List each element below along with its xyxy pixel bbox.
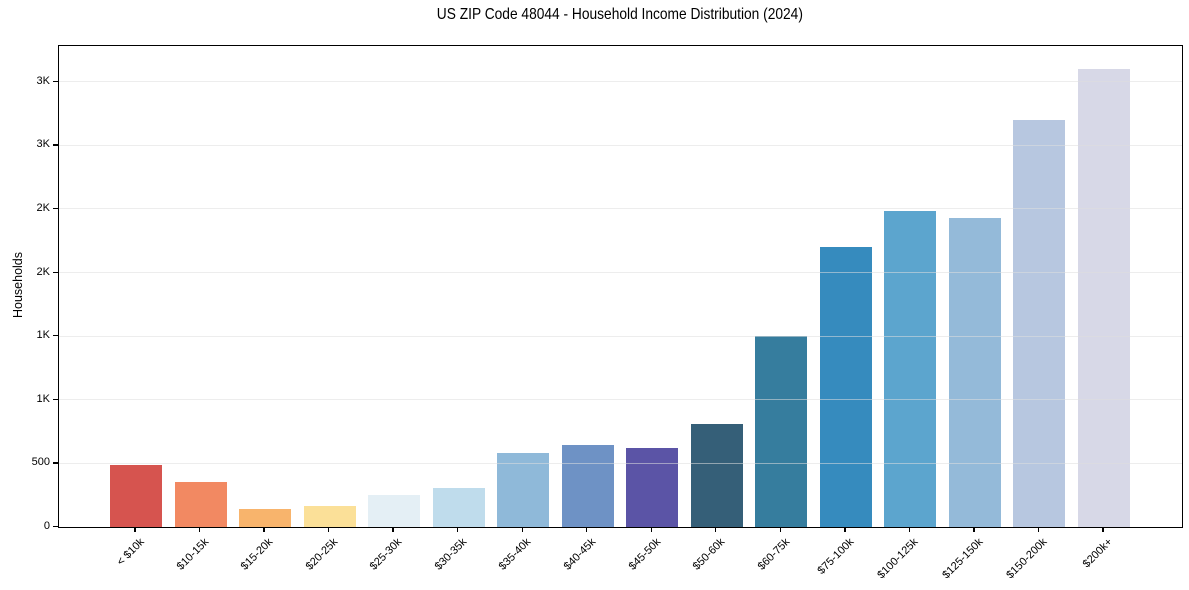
gridline — [59, 399, 1182, 401]
x-tick-mark — [650, 527, 652, 533]
bar-$200k+ — [1077, 68, 1130, 527]
bar-$15-20k — [239, 509, 292, 527]
x-tick-label: $200k+ — [1080, 536, 1115, 571]
y-tick-label: 3K — [36, 138, 50, 151]
gridline — [59, 81, 1182, 83]
bar-$10-15k — [174, 481, 227, 527]
x-tick-mark — [198, 527, 201, 533]
y-tick-mark — [53, 462, 58, 464]
x-tick-mark — [779, 527, 781, 533]
x-tick-mark — [392, 527, 394, 533]
gridline — [59, 462, 1182, 464]
x-tick-label: $125-150k — [940, 536, 986, 582]
x-tick-label: $10-15k — [174, 536, 212, 573]
bar-$25-30k — [368, 494, 421, 527]
y-axis-label: Households — [11, 252, 25, 319]
x-tick-mark — [134, 527, 136, 533]
gridline — [59, 272, 1182, 273]
x-tick-label: $30-35k — [432, 536, 470, 573]
bars-container — [110, 46, 1130, 527]
bar-$20-25k — [303, 506, 356, 527]
x-tick-mark — [327, 527, 330, 533]
bar-$100-125k — [884, 211, 937, 527]
y-tick-mark — [53, 526, 58, 528]
bar-$30-35k — [432, 487, 485, 527]
bar-$35-40k — [497, 453, 550, 527]
y-tick-label: 3K — [36, 74, 50, 87]
x-tick-mark — [715, 527, 717, 533]
plot-area — [58, 45, 1183, 528]
bar-$125-150k — [948, 217, 1001, 527]
gridline — [59, 335, 1182, 337]
chart-title-text: US ZIP Code 48044 - Household Income Dis… — [436, 6, 803, 23]
y-tick-label: 1K — [36, 329, 50, 342]
bar-$75-100k — [819, 247, 872, 527]
y-tick-label: 500 — [31, 456, 50, 469]
x-tick-mark — [908, 527, 911, 533]
y-tick-mark — [53, 80, 58, 82]
x-tick-label: $60-75k — [755, 536, 792, 573]
x-tick-label: $35-40k — [497, 536, 534, 573]
y-tick-label: 2K — [36, 265, 50, 278]
x-tick-label: $45-50k — [626, 536, 663, 573]
y-tick-mark — [53, 207, 58, 210]
x-tick-label: $25-30k — [368, 536, 405, 573]
x-tick-mark — [521, 527, 523, 533]
x-tick-mark — [1037, 527, 1040, 533]
x-tick-label: $100-125k — [875, 536, 921, 582]
x-tick-mark — [457, 527, 459, 533]
bar-$45-50k — [626, 448, 679, 527]
x-tick-mark — [263, 527, 265, 533]
x-tick-mark — [586, 527, 588, 533]
y-tick-mark — [53, 335, 58, 337]
x-tick-label: $150-200k — [1004, 536, 1050, 582]
x-tick-label: < $10k — [114, 536, 147, 569]
bar-< $10k — [110, 464, 162, 527]
x-tick-label: $15-20k — [238, 536, 276, 573]
x-tick-mark — [844, 527, 846, 533]
x-tick-label: $40-45k — [561, 536, 599, 573]
x-tick-mark — [973, 527, 975, 533]
y-tick-label: 0 — [43, 520, 50, 532]
bar-$60-75k — [755, 335, 808, 527]
y-tick-label: 2K — [36, 201, 50, 214]
x-tick-label: $50-60k — [690, 536, 728, 573]
x-tick-label: $75-100k — [815, 536, 857, 577]
y-tick-mark — [53, 144, 58, 146]
chart-title: US ZIP Code 48044 - Household Income Dis… — [58, 6, 1181, 24]
x-tick-mark — [1102, 527, 1104, 533]
y-tick-mark — [53, 271, 58, 273]
gridline — [59, 208, 1182, 210]
gridline — [59, 144, 1182, 146]
bar-$40-45k — [561, 444, 614, 527]
y-tick-mark — [53, 398, 58, 401]
y-tick-label: 1K — [36, 392, 50, 405]
x-tick-label: $20-25k — [303, 536, 341, 573]
bar-$150-200k — [1013, 120, 1066, 527]
bar-$50-60k — [690, 423, 743, 527]
